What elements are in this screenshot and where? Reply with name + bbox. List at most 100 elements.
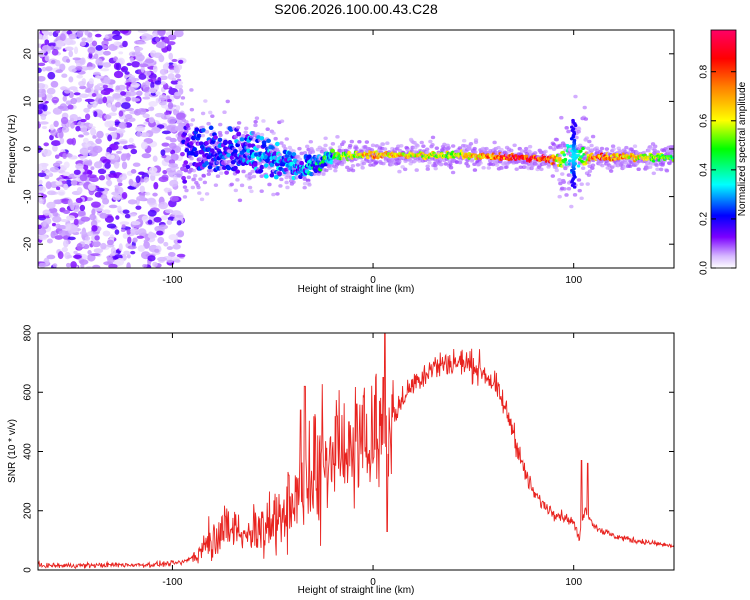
heatmap-cell bbox=[76, 74, 83, 79]
heatmap-cell bbox=[180, 151, 185, 157]
heatmap-cell bbox=[257, 161, 263, 166]
heatmap-cell bbox=[125, 113, 133, 120]
heatmap-cell bbox=[79, 85, 87, 90]
heatmap-cell bbox=[608, 169, 614, 173]
heatmap-cell bbox=[111, 131, 118, 140]
heatmap-cell bbox=[208, 125, 214, 130]
heatmap-cell bbox=[330, 142, 336, 146]
heatmap-cell bbox=[200, 111, 206, 116]
heatmap-cell bbox=[157, 30, 166, 37]
snr-y-tick-label: 0 bbox=[23, 567, 34, 573]
heatmap-cell bbox=[167, 34, 177, 41]
heatmap-cell bbox=[137, 107, 147, 115]
heatmap-cell bbox=[80, 263, 85, 268]
heatmap-cell bbox=[73, 169, 81, 175]
heatmap-cell bbox=[200, 133, 206, 138]
heatmap-cell bbox=[38, 179, 43, 185]
heatmap-cell bbox=[159, 68, 168, 76]
heatmap-cell bbox=[121, 192, 128, 200]
heatmap-cell bbox=[576, 178, 582, 182]
heatmap-cell bbox=[543, 149, 548, 154]
heatmap-cell bbox=[64, 46, 74, 51]
heatmap-cell bbox=[112, 92, 121, 99]
heatmap-cell bbox=[233, 149, 238, 154]
heatmap-cell bbox=[143, 239, 148, 244]
snr-x-ticks: -100 0 100 bbox=[162, 333, 582, 588]
heatmap-cell bbox=[66, 255, 73, 259]
heatmap-cell bbox=[167, 102, 174, 110]
heatmap-cell bbox=[55, 186, 61, 191]
snr-y-tick-label: 200 bbox=[23, 502, 34, 519]
heatmap-cell bbox=[122, 209, 130, 214]
heatmap-cell bbox=[183, 167, 189, 173]
heatmap-cell bbox=[107, 127, 118, 132]
heatmap-cell bbox=[624, 145, 629, 150]
heatmap-cell bbox=[160, 215, 169, 221]
heatmap-cell bbox=[111, 191, 121, 196]
heatmap-cell bbox=[271, 131, 276, 135]
heatmap-cell bbox=[574, 135, 579, 140]
heatmap-cell bbox=[67, 104, 74, 110]
heatmap-cell bbox=[222, 110, 227, 115]
heatmap-cell bbox=[91, 93, 97, 97]
heatmap-cell bbox=[63, 183, 69, 191]
heatmap-cell bbox=[113, 70, 124, 79]
heatmap-cell bbox=[201, 128, 206, 133]
heatmap-cell bbox=[177, 230, 185, 237]
heatmap-cell bbox=[79, 259, 89, 265]
heatmap-cell bbox=[581, 146, 585, 151]
heatmap-cell bbox=[192, 147, 197, 152]
heatmap-cell bbox=[457, 146, 463, 150]
heatmap-cell bbox=[175, 73, 181, 79]
heatmap-cell bbox=[554, 137, 560, 142]
heatmap-x-tick-label: 0 bbox=[370, 275, 376, 286]
heatmap-cell bbox=[183, 160, 189, 165]
heatmap-cell bbox=[302, 181, 308, 186]
heatmap-cell bbox=[215, 160, 221, 165]
heatmap-cell bbox=[115, 215, 120, 220]
heatmap-cell bbox=[38, 214, 46, 218]
heatmap-cell bbox=[341, 160, 347, 164]
heatmap-cell bbox=[191, 177, 197, 182]
heatmap-cell bbox=[70, 225, 78, 233]
heatmap-cell bbox=[259, 136, 265, 141]
heatmap-cell bbox=[38, 33, 43, 40]
heatmap-cell bbox=[57, 251, 64, 260]
heatmap-cell bbox=[202, 180, 208, 185]
heatmap-cell bbox=[61, 171, 71, 177]
heatmap-cell bbox=[415, 143, 420, 148]
heatmap-cell bbox=[175, 105, 181, 111]
heatmap-cell bbox=[355, 163, 361, 167]
heatmap-cell bbox=[408, 137, 414, 142]
heatmap-cell bbox=[419, 140, 424, 145]
heatmap-cell bbox=[558, 181, 563, 186]
heatmap-cell bbox=[92, 135, 97, 139]
heatmap-cell bbox=[73, 88, 79, 93]
heatmap-cell bbox=[38, 172, 47, 178]
heatmap-cell bbox=[38, 164, 42, 171]
heatmap-cell bbox=[330, 148, 335, 153]
heatmap-cell bbox=[95, 93, 103, 98]
heatmap-cell bbox=[642, 150, 647, 155]
heatmap-cell bbox=[159, 75, 168, 81]
heatmap-cell bbox=[566, 186, 572, 191]
heatmap-cell bbox=[148, 116, 155, 124]
heatmap-cell bbox=[89, 213, 97, 221]
heatmap-cell bbox=[191, 168, 197, 173]
heatmap-cell bbox=[54, 154, 60, 159]
heatmap-cell bbox=[154, 248, 160, 253]
heatmap-cell bbox=[174, 91, 181, 97]
heatmap-cell bbox=[239, 137, 245, 142]
heatmap-cell bbox=[52, 263, 58, 268]
heatmap-cell bbox=[91, 225, 98, 232]
heatmap-cell bbox=[224, 170, 229, 175]
heatmap-cell bbox=[169, 137, 177, 143]
heatmap-cell bbox=[345, 165, 350, 170]
heatmap-cell bbox=[120, 91, 127, 96]
heatmap-cell bbox=[68, 33, 78, 40]
heatmap-cell bbox=[241, 169, 246, 174]
heatmap-cell bbox=[93, 248, 104, 254]
heatmap-cell bbox=[441, 146, 447, 150]
heatmap-cell bbox=[425, 167, 430, 171]
heatmap-cell bbox=[180, 96, 186, 100]
